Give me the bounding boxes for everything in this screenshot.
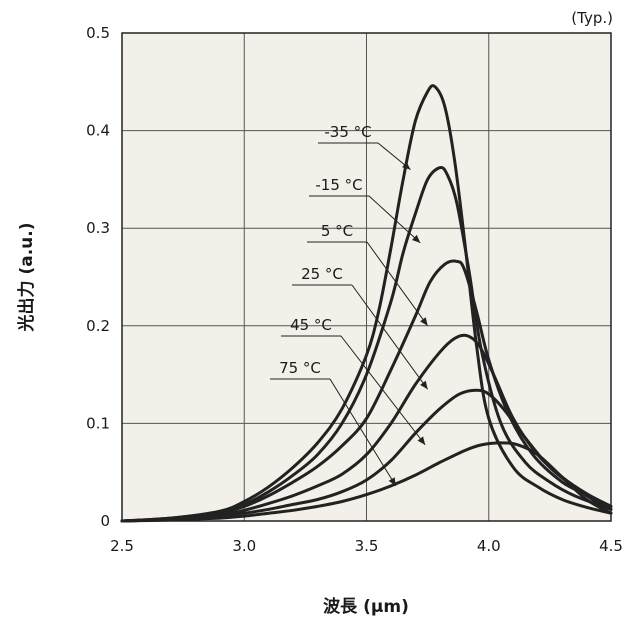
- label-leader-line: [351, 284, 429, 390]
- series-label: -15 °C: [315, 176, 362, 194]
- y-axis-ticks: 0 0.1 0.2 0.3 0.4 0.5: [86, 24, 110, 530]
- plot-frame: [121, 32, 612, 522]
- label-leader-line: [329, 378, 397, 487]
- series-line: [120, 166, 613, 523]
- series-label: 75 °C: [279, 359, 321, 377]
- series-label-group: 75 °C: [270, 359, 397, 487]
- series-line: [120, 84, 613, 523]
- series-label-group: 25 °C: [292, 265, 429, 390]
- series-label: 45 °C: [290, 316, 332, 334]
- label-leader-line: [340, 335, 426, 446]
- x-tick-label: 3.0: [232, 537, 256, 555]
- series-lines: [120, 84, 613, 523]
- series-line: [120, 259, 613, 523]
- series-label-group: -35 °C: [318, 123, 411, 171]
- label-leader-line: [368, 195, 421, 244]
- y-tick-label: 0.5: [86, 24, 110, 42]
- x-tick-label: 2.5: [110, 537, 134, 555]
- label-arrowhead: [402, 161, 411, 170]
- label-arrowhead: [420, 317, 428, 326]
- grid-lines: [122, 33, 611, 521]
- series-line: [120, 441, 613, 523]
- label-arrowhead: [420, 380, 428, 390]
- x-tick-label: 4.5: [599, 537, 623, 555]
- y-tick-label: 0.2: [86, 317, 110, 335]
- series-label: 25 °C: [301, 265, 343, 283]
- label-arrowhead: [417, 436, 426, 445]
- series-label-group: 45 °C: [281, 316, 426, 446]
- y-tick-label: 0.1: [86, 414, 110, 432]
- x-axis-ticks: 2.5 3.0 3.5 4.0 4.5: [110, 537, 623, 555]
- y-tick-label: 0.3: [86, 219, 110, 237]
- label-arrowhead: [412, 234, 421, 243]
- series-label: 5 °C: [321, 222, 353, 240]
- y-axis-title: 光出力 (a.u.): [16, 223, 37, 333]
- label-arrowhead: [388, 477, 396, 486]
- series-label-group: 5 °C: [307, 222, 429, 327]
- x-axis-title: 波長 (μm): [323, 596, 409, 617]
- label-leader-line: [366, 241, 429, 327]
- x-tick-label: 4.0: [477, 537, 501, 555]
- y-tick-label: 0: [100, 512, 110, 530]
- x-tick-label: 3.5: [355, 537, 379, 555]
- series-labels: -35 °C -15 °C 5 °C 25 °C 45 °C 75 °C: [270, 123, 429, 487]
- y-tick-label: 0.4: [86, 122, 110, 140]
- series-label: -35 °C: [324, 123, 371, 141]
- series-label-group: -15 °C: [309, 176, 421, 244]
- typ-note: (Typ.): [571, 9, 613, 27]
